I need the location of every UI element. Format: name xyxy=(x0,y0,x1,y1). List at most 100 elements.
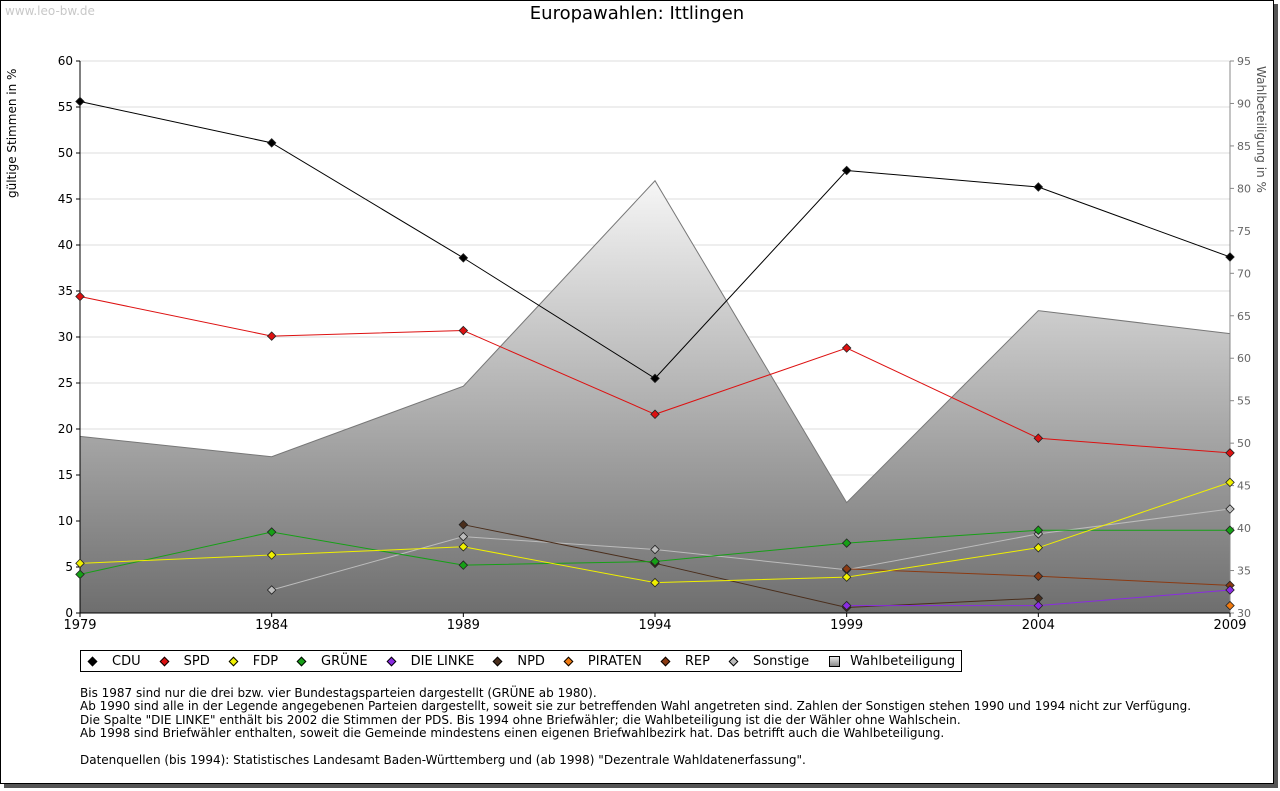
y-tick-label: 20 xyxy=(58,422,73,436)
legend-item: PIRATEN xyxy=(563,654,642,669)
source-line: Datenquellen (bis 1994): Statistisches L… xyxy=(80,752,806,767)
data-point xyxy=(1225,448,1235,458)
data-point xyxy=(266,138,277,148)
legend: CDU SPD FDP GRÜNE DIE LINKE NPD PIRATEN REP Sons… xyxy=(80,650,963,672)
legend-item: DIE LINKE xyxy=(386,653,475,669)
note-line: Ab 1998 sind Briefwähler enthalten, sowe… xyxy=(80,726,945,741)
series-line xyxy=(463,524,1039,608)
footnotes: Bis 1987 sind nur die drei bzw. vier Bun… xyxy=(80,686,1192,767)
legend-marker xyxy=(660,656,671,666)
x-tick-label: 2009 xyxy=(1213,618,1246,633)
data-point xyxy=(1033,542,1044,553)
y-tick-label: 40 xyxy=(58,238,73,252)
y2-tick-label: 80 xyxy=(1237,182,1251,195)
y2-tick-label: 40 xyxy=(1237,522,1251,535)
legend-marker xyxy=(386,656,397,666)
series-spd xyxy=(75,291,1235,458)
data-point xyxy=(1225,252,1235,262)
y-tick-label: 15 xyxy=(58,468,73,482)
data-point xyxy=(458,325,469,336)
turnout-area-line xyxy=(79,179,1231,504)
x-tick-label: 1984 xyxy=(255,618,288,633)
data-point xyxy=(266,527,277,537)
legend-label: GRÜNE xyxy=(321,653,368,669)
y2-tick-label: 35 xyxy=(1237,565,1251,578)
y2-tick-label: 30 xyxy=(1237,607,1251,620)
data-point xyxy=(458,541,469,552)
y2-tick-label: 75 xyxy=(1237,225,1251,238)
x-tick-label: 1994 xyxy=(638,618,671,633)
series-group xyxy=(75,96,1235,613)
x-tick-label: 1979 xyxy=(63,618,96,633)
legend-item: Sonstige xyxy=(728,654,809,669)
legend-label: NPD xyxy=(517,653,545,669)
y2-tick-label: 50 xyxy=(1237,437,1251,450)
y-tick-label: 60 xyxy=(58,54,73,68)
data-point xyxy=(1033,182,1044,192)
axes: 0 5 10 15 20 25 30 35 40 45 50 55 60 30 35 40 45 50 55 60 65… xyxy=(58,54,1251,633)
data-point xyxy=(841,165,852,176)
watermark: www.leo-bw.de xyxy=(5,4,95,18)
note-line: Ab 1990 sind alle in der Legende angegeb… xyxy=(80,699,1192,714)
data-point xyxy=(650,409,660,420)
y2-tick-label: 95 xyxy=(1237,55,1251,68)
y-tick-label: 5 xyxy=(65,560,73,574)
turnout-area xyxy=(79,179,1231,614)
x-tick-label: 1989 xyxy=(447,618,480,633)
y-tick-label: 30 xyxy=(58,330,73,344)
legend-item: REP xyxy=(660,654,710,669)
data-point xyxy=(841,600,852,611)
series-die-linke xyxy=(841,585,1235,611)
legend-label: FDP xyxy=(252,653,279,669)
data-point xyxy=(1225,525,1235,535)
data-point xyxy=(650,577,660,588)
data-point xyxy=(75,96,85,107)
data-point xyxy=(75,291,85,302)
y-tick-label: 25 xyxy=(58,376,73,390)
series-piraten xyxy=(1225,600,1235,611)
y2-tick-label: 45 xyxy=(1237,480,1251,493)
chart-title: Europawahlen: Ittlingen xyxy=(529,3,745,24)
data-point xyxy=(458,531,469,542)
x-tick-label: 2004 xyxy=(1022,618,1055,633)
legend-marker xyxy=(87,656,98,666)
legend-marker xyxy=(492,656,503,666)
y2-tick-label: 55 xyxy=(1237,395,1251,408)
data-point xyxy=(650,544,660,555)
y2-tick-label: 85 xyxy=(1237,140,1251,153)
data-point xyxy=(458,519,469,530)
series-grüne xyxy=(75,525,1235,580)
data-point xyxy=(75,569,85,580)
data-point xyxy=(841,538,852,548)
y-tick-label: 35 xyxy=(58,284,73,298)
y-tick-label: 0 xyxy=(65,606,73,620)
data-point xyxy=(75,558,85,569)
legend-label: Wahlbeteiligung xyxy=(850,653,956,669)
legend-item: Wahlbeteiligung xyxy=(829,654,955,669)
data-point xyxy=(1033,433,1044,443)
y-tick-label: 50 xyxy=(58,146,73,160)
legend-marker xyxy=(829,655,841,667)
legend-item: NPD xyxy=(492,653,545,669)
legend-item: SPD xyxy=(159,654,210,669)
data-point xyxy=(458,560,469,570)
legend-label: DIE LINKE xyxy=(410,653,475,669)
legend-marker xyxy=(296,656,307,666)
turnout-area-fill xyxy=(80,180,1230,614)
y-tick-label: 55 xyxy=(58,100,73,114)
data-point xyxy=(650,373,660,384)
data-point xyxy=(1225,504,1235,514)
data-point xyxy=(1033,525,1044,535)
data-point xyxy=(1225,477,1235,488)
y2-tick-label: 60 xyxy=(1237,352,1251,365)
y-tick-label: 10 xyxy=(58,514,73,528)
legend-marker xyxy=(228,656,239,666)
note-line: Bis 1987 sind nur die drei bzw. vier Bun… xyxy=(80,686,597,700)
series-fdp xyxy=(75,477,1235,588)
legend-item: CDU xyxy=(87,654,141,669)
note-line: Die Spalte "DIE LINKE" enthält bis 2002 … xyxy=(80,712,961,727)
legend-marker xyxy=(563,656,574,666)
legend-item: GRÜNE xyxy=(296,653,368,669)
series-cdu xyxy=(75,96,1235,384)
